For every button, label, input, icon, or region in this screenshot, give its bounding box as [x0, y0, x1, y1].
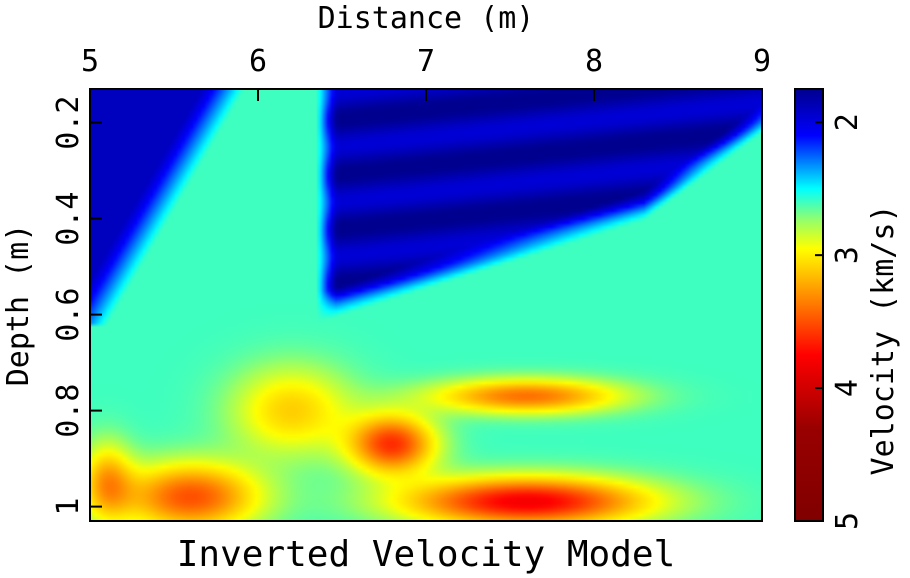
- y-tick-label: 0.6: [51, 288, 86, 342]
- x-tick-label: 5: [81, 44, 99, 79]
- colorbar-tick-label: 4: [830, 379, 865, 397]
- heatmap-area: [90, 89, 762, 521]
- colorbar-title: Velocity (km/s): [866, 205, 901, 476]
- heatmap-image: [90, 89, 762, 521]
- colorbar-tick-label: 3: [830, 246, 865, 264]
- x-tick-label: 9: [753, 44, 771, 79]
- colorbar-strip: [795, 89, 823, 521]
- y-tick-label: 0.2: [51, 96, 86, 150]
- colorbar-axis: 2 3 4 5: [815, 113, 865, 530]
- y-tick-label: 0.8: [51, 384, 86, 438]
- y-axis: 0.2 0.4 0.6 0.8 1: [51, 96, 102, 516]
- colorbar-frame: [794, 88, 824, 522]
- x-axis: 5 6 7 8 9: [81, 44, 771, 101]
- x-axis-title: Distance (m): [318, 1, 535, 36]
- y-axis-title: Depth (m): [1, 224, 36, 387]
- y-tick-label: 0.4: [51, 192, 86, 246]
- x-tick-label: 7: [417, 44, 435, 79]
- colorbar-tick-label: 5: [830, 512, 865, 530]
- x-tick-label: 8: [585, 44, 603, 79]
- y-tick-label: 1: [51, 498, 86, 516]
- colorbar-tick-label: 2: [830, 113, 865, 131]
- x-tick-label: 6: [249, 44, 267, 79]
- chart-title: Inverted Velocity Model: [177, 534, 676, 575]
- colorbar: 2 3 4 5 Velocity (km/s): [794, 88, 901, 530]
